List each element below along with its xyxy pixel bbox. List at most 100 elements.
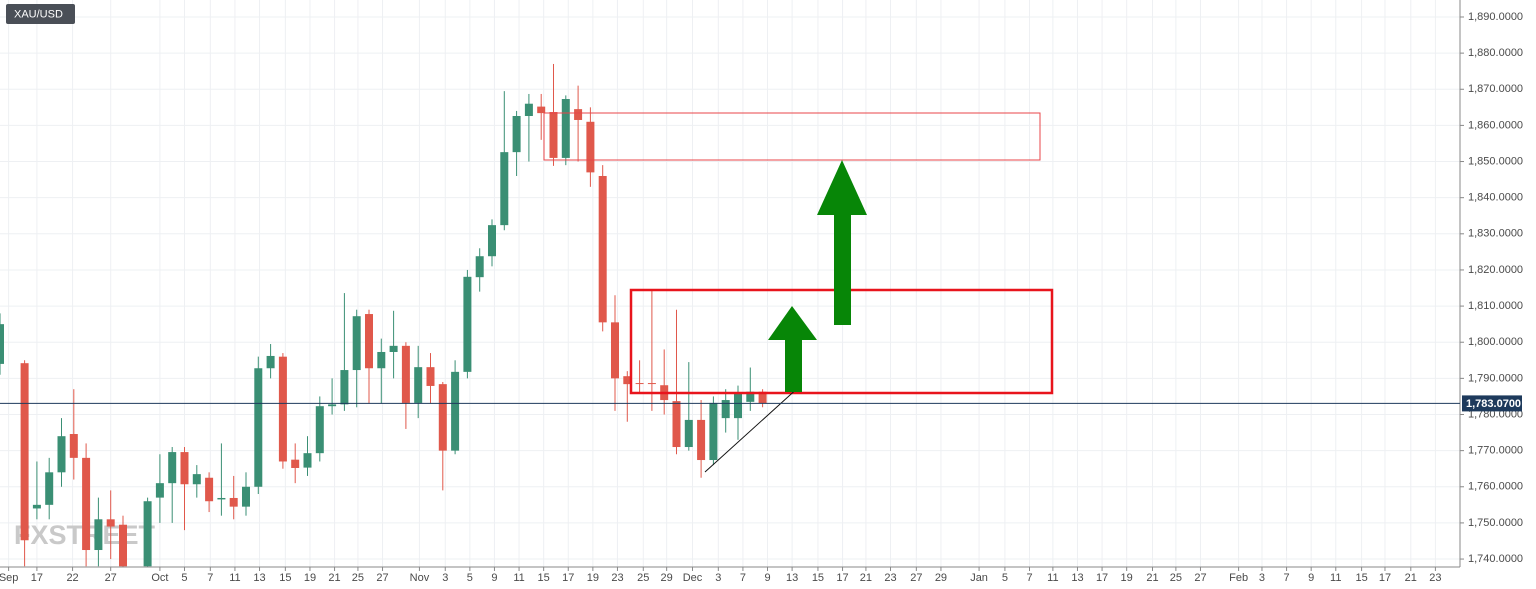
candle-body xyxy=(217,497,226,500)
y-tick-label: 1,750.0000 xyxy=(1468,517,1523,529)
trend-line xyxy=(704,385,801,473)
candle-body xyxy=(438,384,447,451)
candle-body xyxy=(278,356,287,462)
x-tick-label: 23 xyxy=(1429,572,1441,584)
drawings xyxy=(543,112,1054,473)
x-tick-label: 11 xyxy=(1047,572,1058,584)
candle-body xyxy=(451,371,460,451)
symbol: XAU/USD xyxy=(14,8,63,20)
candle-body xyxy=(574,109,583,120)
x-tick-label: 9 xyxy=(491,572,497,584)
candle-body xyxy=(254,368,263,487)
x-tick-label: 21 xyxy=(1146,572,1158,584)
x-tick-label: 17 xyxy=(31,572,43,584)
x-tick-label: 7 xyxy=(207,572,213,584)
resistance-zone xyxy=(543,112,1041,161)
candle-body xyxy=(57,436,66,473)
candle-body xyxy=(549,112,558,158)
x-tick-label: 3 xyxy=(442,572,448,584)
candle-body xyxy=(241,486,250,507)
candle-body xyxy=(537,106,546,114)
candle-body xyxy=(69,434,78,458)
x-tick-label: 9 xyxy=(764,572,770,584)
candle-body xyxy=(733,393,742,419)
x-tick-label: 27 xyxy=(105,572,117,584)
candle-body xyxy=(205,477,214,502)
candle-body xyxy=(106,519,115,527)
candle-body xyxy=(684,419,693,448)
candle-body xyxy=(82,457,91,551)
candle-body xyxy=(758,391,767,404)
x-tick-label: Dec xyxy=(683,572,703,584)
x-tick-label: 23 xyxy=(611,572,623,584)
candle-body xyxy=(697,419,706,461)
last-price-badge xyxy=(1462,395,1522,412)
candle-body xyxy=(561,99,570,158)
candle-body xyxy=(0,324,4,364)
y-tick-label: 1,770.0000 xyxy=(1468,445,1523,457)
x-tick-label: 17 xyxy=(1379,572,1391,584)
up-arrow-large xyxy=(817,160,867,325)
candle-body xyxy=(155,483,164,498)
x-tick-label: 29 xyxy=(661,572,673,584)
candle-body xyxy=(623,376,632,385)
x-tick-label: Sep xyxy=(0,572,18,584)
y-tick-label: 1,780.0000 xyxy=(1468,408,1523,420)
candle-body xyxy=(315,406,324,454)
x-tick-label: 11 xyxy=(229,572,240,584)
x-tick-label: 15 xyxy=(812,572,824,584)
x-tick-label: 21 xyxy=(860,572,872,584)
x-tick-label: 25 xyxy=(637,572,649,584)
x-tick-label: 11 xyxy=(513,572,524,584)
candle-body xyxy=(746,391,755,402)
x-tick-label: 27 xyxy=(910,572,922,584)
x-tick-label: 3 xyxy=(1259,572,1265,584)
x-tick-label: 22 xyxy=(66,572,78,584)
y-tick-label: 1,830.0000 xyxy=(1468,228,1523,240)
x-tick-label: 3 xyxy=(715,572,721,584)
x-tick-label: 23 xyxy=(884,572,896,584)
x-tick-label: 19 xyxy=(1121,572,1133,584)
candle-body xyxy=(303,453,312,468)
candle-body xyxy=(463,276,472,372)
x-tick-label: 21 xyxy=(1405,572,1417,584)
x-tick-label: 17 xyxy=(836,572,848,584)
x-tick-label: 25 xyxy=(1170,572,1182,584)
candle-body xyxy=(32,504,41,509)
candle-body xyxy=(377,351,386,369)
x-tick-label: 15 xyxy=(538,572,550,584)
candle-body xyxy=(20,363,29,541)
y-tick-label: 1,890.0000 xyxy=(1468,11,1523,23)
y-tick-label: 1,870.0000 xyxy=(1468,83,1523,95)
symbol-badge xyxy=(6,4,75,24)
candle-body xyxy=(118,524,127,567)
y-tick-label: 1,810.0000 xyxy=(1468,300,1523,312)
x-tick-label: Oct xyxy=(151,572,168,584)
grid xyxy=(0,0,1460,567)
candle-body xyxy=(709,402,718,461)
candle-body xyxy=(291,459,300,468)
candle-body xyxy=(635,383,644,385)
candle-body xyxy=(229,497,238,507)
candle-body xyxy=(586,121,595,173)
x-tick-label: 5 xyxy=(1002,572,1008,584)
candle-body xyxy=(512,116,521,153)
x-tick-label: Nov xyxy=(410,572,430,584)
y-tick-label: 1,740.0000 xyxy=(1468,553,1523,565)
candle-body xyxy=(401,345,410,403)
candle-body xyxy=(192,474,201,485)
y-tick-label: 1,880.0000 xyxy=(1468,47,1523,59)
candle-body xyxy=(610,322,619,379)
candle-body xyxy=(414,367,423,403)
x-tick-label: Feb xyxy=(1229,572,1248,584)
y-tick-label: 1,800.0000 xyxy=(1468,336,1523,348)
x-tick-label: 27 xyxy=(376,572,388,584)
x-tick-label: 7 xyxy=(740,572,746,584)
x-tick-label: Jan xyxy=(970,572,988,584)
x-tick-label: 5 xyxy=(181,572,187,584)
x-tick-label: 25 xyxy=(352,572,364,584)
x-tick-label: 17 xyxy=(1096,572,1108,584)
candle-body xyxy=(672,401,681,448)
y-tick-label: 1,840.0000 xyxy=(1468,192,1523,204)
